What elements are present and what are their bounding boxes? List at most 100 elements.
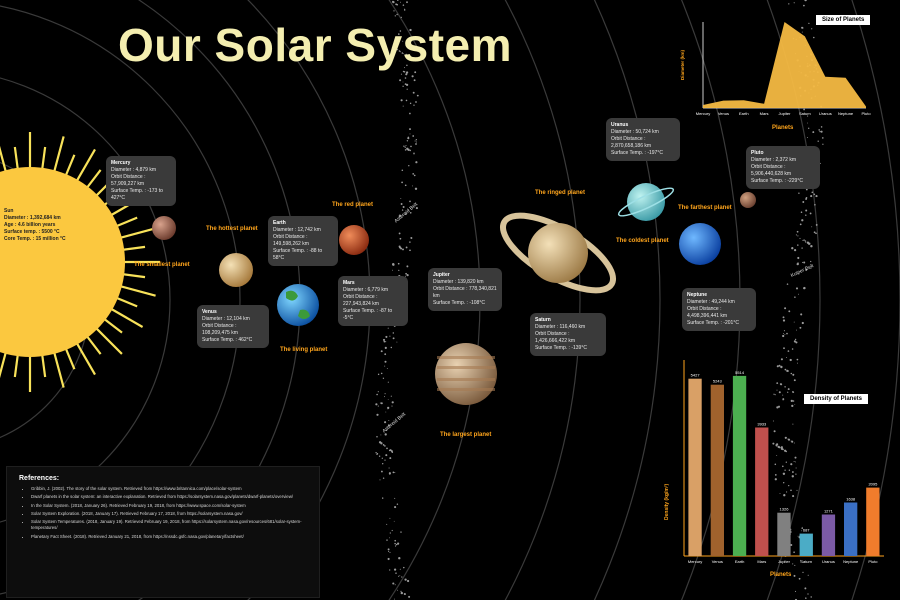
belt-particle (400, 247, 403, 250)
belt-particle (802, 261, 804, 263)
belt-particle (401, 576, 403, 578)
belt-particle (380, 470, 383, 473)
density-data-label: 1271 (824, 509, 834, 514)
belt-particle (784, 436, 787, 439)
planet-name: Mars (343, 280, 355, 286)
belt-particle (775, 444, 776, 446)
sun-ray (13, 353, 20, 378)
sun-ray (40, 353, 47, 378)
info-box-mercury: Mercury Diameter : 4,879 km Orbit Distan… (106, 156, 176, 206)
area-tick-label: Pluto (861, 111, 871, 116)
sun-disc (0, 167, 125, 357)
belt-particle (800, 211, 803, 213)
bar-chart-xlabel: Planets (770, 572, 792, 578)
belt-particle (818, 129, 820, 131)
belt-particle (798, 293, 799, 295)
belt-particle (820, 126, 823, 128)
belt-particle (397, 542, 400, 545)
planet-name: Saturn (535, 317, 551, 323)
planet-name: Venus (202, 309, 217, 315)
belt-particle (793, 551, 795, 554)
belt-particle (376, 436, 378, 438)
sun-ray (64, 154, 76, 178)
belt-particle (805, 597, 807, 599)
belt-particle (404, 77, 407, 79)
planet-name: Mercury (111, 160, 131, 166)
caption-saturn: The ringed planet (535, 190, 586, 196)
belt-particle (394, 15, 396, 17)
belt-particle (395, 48, 398, 50)
belt-particle (381, 457, 383, 459)
belt-particle (394, 545, 397, 547)
caption-mars: The red planet (332, 202, 374, 208)
belt-particle (797, 256, 800, 260)
info-box-mars: Mars Diameter : 6,779 km Orbit Distance … (338, 276, 408, 326)
belt-particle (804, 587, 807, 590)
info-line: Surface Temp. : -108°C (433, 300, 485, 306)
belt-particle (385, 429, 388, 431)
area-chart-title: Size of Planets (816, 15, 871, 25)
belt-particle (791, 404, 794, 408)
belt-particle (403, 71, 406, 73)
belt-particle (794, 404, 796, 405)
belt-particle (388, 420, 390, 421)
belt-particle (811, 28, 813, 30)
belt-particle (389, 569, 391, 571)
belt-particle (409, 149, 412, 152)
belt-particle (802, 27, 804, 29)
sun-ray (94, 326, 123, 355)
belt-particle (406, 140, 409, 142)
belt-particle (415, 139, 417, 141)
belt-particle (783, 330, 785, 332)
belt-particle (405, 144, 407, 147)
belt-particle (382, 463, 384, 465)
belt-particle (801, 247, 803, 249)
belt-particle (380, 350, 383, 353)
belt-particle (785, 461, 787, 463)
belt-particle (794, 296, 796, 298)
belt-particle (405, 99, 408, 102)
sun-ray (121, 245, 146, 252)
belt-particle (792, 563, 794, 565)
bar-tick-label: Venus (712, 559, 723, 564)
info-line: Surface Temp. : -229°C (751, 178, 803, 184)
sun-ray (85, 334, 102, 355)
bar-chart-ylabel: Density (kg/m³) (664, 483, 670, 520)
belt-particle (774, 394, 776, 396)
density-data-label: 1326 (780, 507, 790, 512)
belt-particle (793, 321, 795, 323)
belt-particle (377, 391, 379, 393)
belt-particle (788, 310, 791, 313)
sun-ray (121, 272, 146, 279)
belt-particle (793, 461, 795, 462)
belt-particle (400, 197, 402, 199)
density-bar (755, 427, 769, 556)
belt-particle (783, 347, 785, 350)
belt-particle (820, 130, 823, 133)
belt-particle (794, 338, 797, 341)
belt-particle (387, 406, 390, 410)
belt-particle (782, 334, 785, 338)
belt-particle (403, 145, 405, 147)
belt-particle (389, 457, 392, 460)
sun-ray (0, 350, 8, 379)
earth-planet (277, 284, 319, 326)
belt-particle (776, 365, 779, 368)
belt-particle (386, 447, 388, 450)
belt-particle (803, 286, 806, 290)
belt-particle (398, 232, 401, 235)
belt-particle (407, 148, 410, 151)
area-tick-label: Venus (718, 111, 729, 116)
belt-particle (394, 497, 396, 499)
belt-particle (384, 365, 386, 367)
belt-particle (400, 99, 403, 102)
sun-ray (13, 146, 20, 171)
belt-particle (380, 372, 383, 375)
bar-tick-label: Pluto (868, 559, 878, 564)
belt-particle (377, 373, 380, 376)
belt-particle (404, 146, 406, 148)
belt-particle (415, 101, 417, 103)
belt-particle (810, 596, 812, 598)
belt-particle (804, 240, 807, 242)
sun-ray (85, 169, 102, 190)
